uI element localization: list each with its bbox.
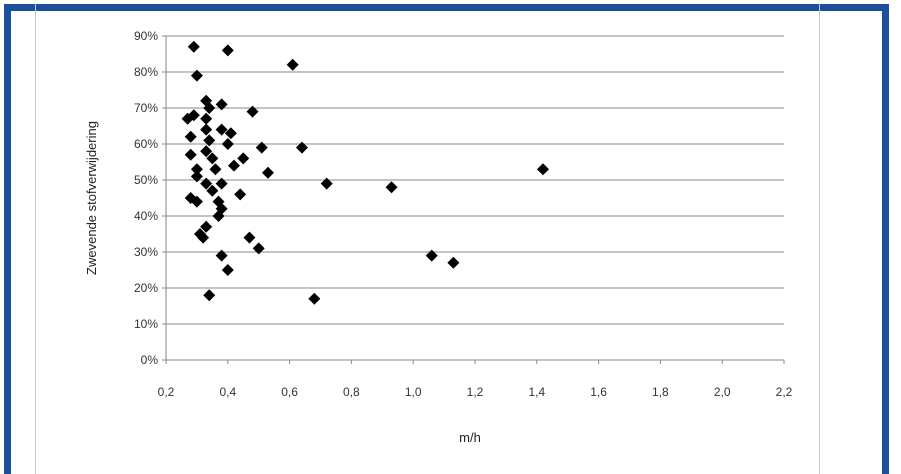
y-tick-label: 0%: [141, 353, 159, 367]
x-tick-label: 1,8: [652, 385, 669, 399]
y-tick-label: 50%: [134, 173, 158, 187]
x-tick-label: 1,0: [405, 385, 422, 399]
data-point: [221, 44, 234, 57]
data-point: [295, 141, 308, 154]
data-point: [197, 231, 210, 244]
data-point: [221, 138, 234, 150]
data-point: [200, 145, 213, 158]
data-point: [536, 163, 549, 176]
x-tick-label: 1,6: [590, 385, 607, 399]
data-point: [206, 184, 219, 197]
chart-frame: [4, 4, 889, 474]
data-point: [246, 105, 259, 118]
chart-area-border: [35, 4, 820, 474]
data-point: [215, 123, 228, 136]
data-point: [234, 188, 247, 201]
data-point: [190, 69, 203, 82]
x-tick-labels: 0,2 0,4 0,6 0,8 1,0 1,2 1,4 1,6 1,8 2,0 2,2: [158, 385, 793, 399]
data-point: [320, 177, 333, 190]
y-axis-title: Zwevende stofverwijdering: [84, 121, 99, 275]
data-point: [286, 58, 299, 71]
data-point: [385, 181, 398, 194]
x-axis-title: m/h: [459, 430, 481, 445]
x-tick-label: 2,0: [714, 385, 731, 399]
x-tick-label: 1,4: [528, 385, 545, 399]
data-point: [184, 148, 197, 161]
data-point: [224, 127, 237, 140]
y-tick-label: 30%: [134, 245, 158, 259]
data-point: [261, 166, 274, 179]
y-tick-label: 40%: [134, 209, 158, 223]
y-tick-labels: 0% 10% 20% 30% 40% 50% 60% 70% 80% 90%: [134, 29, 158, 367]
data-point: [215, 98, 228, 111]
x-tick-label: 2,2: [776, 385, 793, 399]
data-point: [187, 40, 200, 53]
data-point: [190, 163, 203, 176]
y-tick-label: 70%: [134, 101, 158, 115]
x-tick-label: 0,4: [219, 385, 236, 399]
data-point: [221, 264, 234, 276]
x-tick-label: 1,2: [467, 385, 484, 399]
data-point: [425, 249, 438, 262]
y-tick-label: 20%: [134, 281, 158, 295]
data-point: [209, 163, 222, 176]
data-point: [200, 177, 213, 190]
y-tick-label: 60%: [134, 137, 158, 151]
data-point: [203, 102, 216, 114]
data-point: [190, 170, 203, 183]
data-point: [237, 152, 250, 165]
x-tick-label: 0,2: [158, 385, 175, 399]
data-point: [308, 292, 321, 305]
data-point: [212, 210, 225, 222]
x-tick-label: 0,6: [281, 385, 298, 399]
data-point: [190, 195, 203, 208]
data-point: [447, 256, 460, 269]
data-points: [181, 40, 549, 305]
data-point: [215, 177, 228, 190]
data-point: [200, 123, 213, 136]
data-point: [200, 220, 213, 233]
data-point: [206, 152, 219, 165]
data-point: [255, 141, 268, 154]
data-point: [203, 134, 216, 147]
data-point: [200, 112, 213, 125]
data-point: [203, 289, 216, 302]
data-point: [181, 112, 194, 125]
gridlines: [166, 35, 784, 325]
y-tick-label: 90%: [134, 29, 158, 43]
data-point: [243, 231, 256, 244]
data-point: [215, 249, 228, 262]
axes: [162, 35, 785, 364]
data-point: [252, 242, 265, 255]
y-tick-label: 80%: [134, 65, 158, 79]
data-point: [184, 130, 197, 143]
data-point: [227, 159, 240, 172]
x-tick-label: 0,8: [343, 385, 360, 399]
y-tick-label: 10%: [134, 317, 158, 331]
